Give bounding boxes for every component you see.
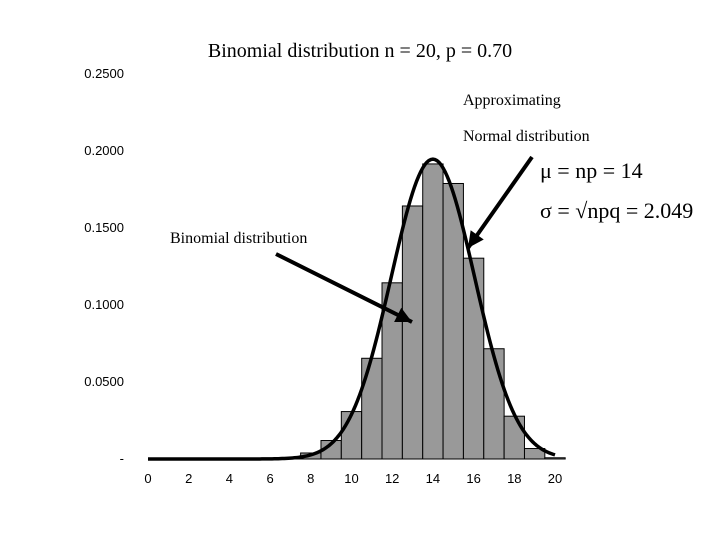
y-tick-label: 0.2500 <box>84 66 124 81</box>
binomial-arrow-shaft <box>275 252 413 324</box>
y-tick-label: 0.1500 <box>84 220 124 235</box>
y-tick-label: - <box>120 451 124 466</box>
x-tick-label: 0 <box>144 471 151 486</box>
y-tick-label: 0.2000 <box>84 143 124 158</box>
bar-11 <box>361 357 383 460</box>
x-tick-label: 12 <box>385 471 399 486</box>
x-axis: 0 2 4 6 8 10 12 14 16 18 20 <box>144 471 562 486</box>
x-tick-label: 10 <box>344 471 358 486</box>
mu-formula: μ = np = 14 <box>540 158 643 184</box>
mu-formula-text: μ = np = 14 <box>540 158 643 183</box>
bar-10 <box>340 411 363 460</box>
bars-group <box>259 163 566 460</box>
bar-20 <box>544 457 566 460</box>
bar-14 <box>422 163 444 460</box>
x-tick-label: 18 <box>507 471 521 486</box>
x-tick-label: 14 <box>426 471 440 486</box>
x-tick-label: 20 <box>548 471 562 486</box>
x-tick-label: 2 <box>185 471 192 486</box>
annotation-arrows <box>275 155 534 324</box>
bar-16 <box>462 257 485 460</box>
x-tick-label: 6 <box>266 471 273 486</box>
normal-distribution-label: Normal distribution <box>463 128 590 145</box>
bar-17 <box>483 348 505 460</box>
binomial-arrow-head <box>394 307 412 322</box>
x-tick-label: 4 <box>226 471 233 486</box>
bar-19 <box>523 448 546 460</box>
y-axis: - 0.0500 0.1000 0.1500 0.2000 0.2500 <box>84 66 124 466</box>
chart-title: Binomial distribution n = 20, p = 0.70 <box>207 40 513 62</box>
sigma-formula-text: σ = √npq = 2.049 <box>540 198 694 223</box>
x-tick-label: 16 <box>466 471 480 486</box>
normal-curve-group <box>148 157 556 461</box>
x-tick-label: 8 <box>307 471 314 486</box>
bar-18 <box>503 415 525 460</box>
approximating-label: Approximating <box>463 92 561 109</box>
normal-curve <box>148 157 556 461</box>
bar-13 <box>401 205 424 460</box>
sigma-formula: σ = √npq = 2.049 <box>540 198 693 224</box>
binomial-distribution-label: Binomial distribution <box>170 230 308 247</box>
bar-15 <box>442 182 464 460</box>
normal-arrow-shaft <box>466 155 534 250</box>
normal-arrow-head <box>468 230 484 248</box>
y-tick-label: 0.0500 <box>84 374 124 389</box>
y-tick-label: 0.1000 <box>84 297 124 312</box>
